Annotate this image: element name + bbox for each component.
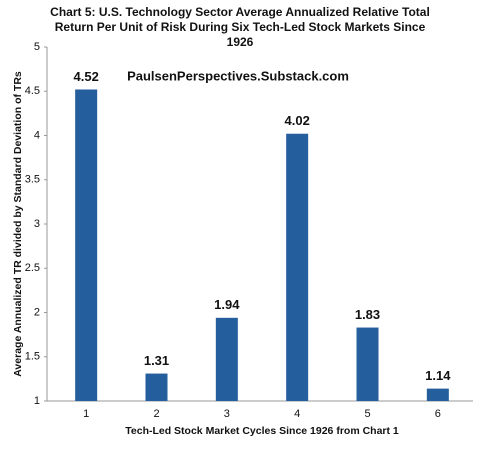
x-tick-label: 2 xyxy=(153,408,159,420)
bar xyxy=(145,373,168,401)
bar xyxy=(215,317,238,401)
chart-title: Chart 5: U.S. Technology Sector Average … xyxy=(50,5,430,49)
value-label: 1.31 xyxy=(144,353,169,368)
y-tick-label: 1.5 xyxy=(25,351,40,363)
y-tick-label: 2 xyxy=(34,306,40,318)
y-tick-label: 2.5 xyxy=(25,262,40,274)
y-tick-label: 4 xyxy=(34,129,40,141)
bar xyxy=(356,327,379,401)
x-tick-label: 1 xyxy=(83,408,89,420)
x-tick-label: 4 xyxy=(294,408,300,420)
bar xyxy=(286,133,309,402)
x-tick-label: 3 xyxy=(224,408,230,420)
value-label: 1.83 xyxy=(355,307,380,322)
value-label: 1.14 xyxy=(425,368,451,383)
bar xyxy=(426,388,449,401)
y-tick-label: 3 xyxy=(34,218,40,230)
y-tick-label: 3.5 xyxy=(25,174,40,186)
x-tick-label: 6 xyxy=(435,408,441,420)
bar xyxy=(75,89,98,401)
annotation: PaulsenPerspectives.Substack.com xyxy=(127,68,349,83)
x-axis-title: Tech-Led Stock Market Cycles Since 1926 … xyxy=(125,425,399,437)
y-tick-label: 4.5 xyxy=(25,85,40,97)
y-tick-label: 1 xyxy=(34,395,40,407)
y-tick-label: 5 xyxy=(34,41,40,53)
x-tick-label: 5 xyxy=(364,408,370,420)
value-label: 4.52 xyxy=(74,69,99,84)
y-axis-title: Average Annualized TR divided by Standar… xyxy=(12,71,24,377)
value-label: 4.02 xyxy=(285,113,310,128)
value-label: 1.94 xyxy=(214,297,240,312)
